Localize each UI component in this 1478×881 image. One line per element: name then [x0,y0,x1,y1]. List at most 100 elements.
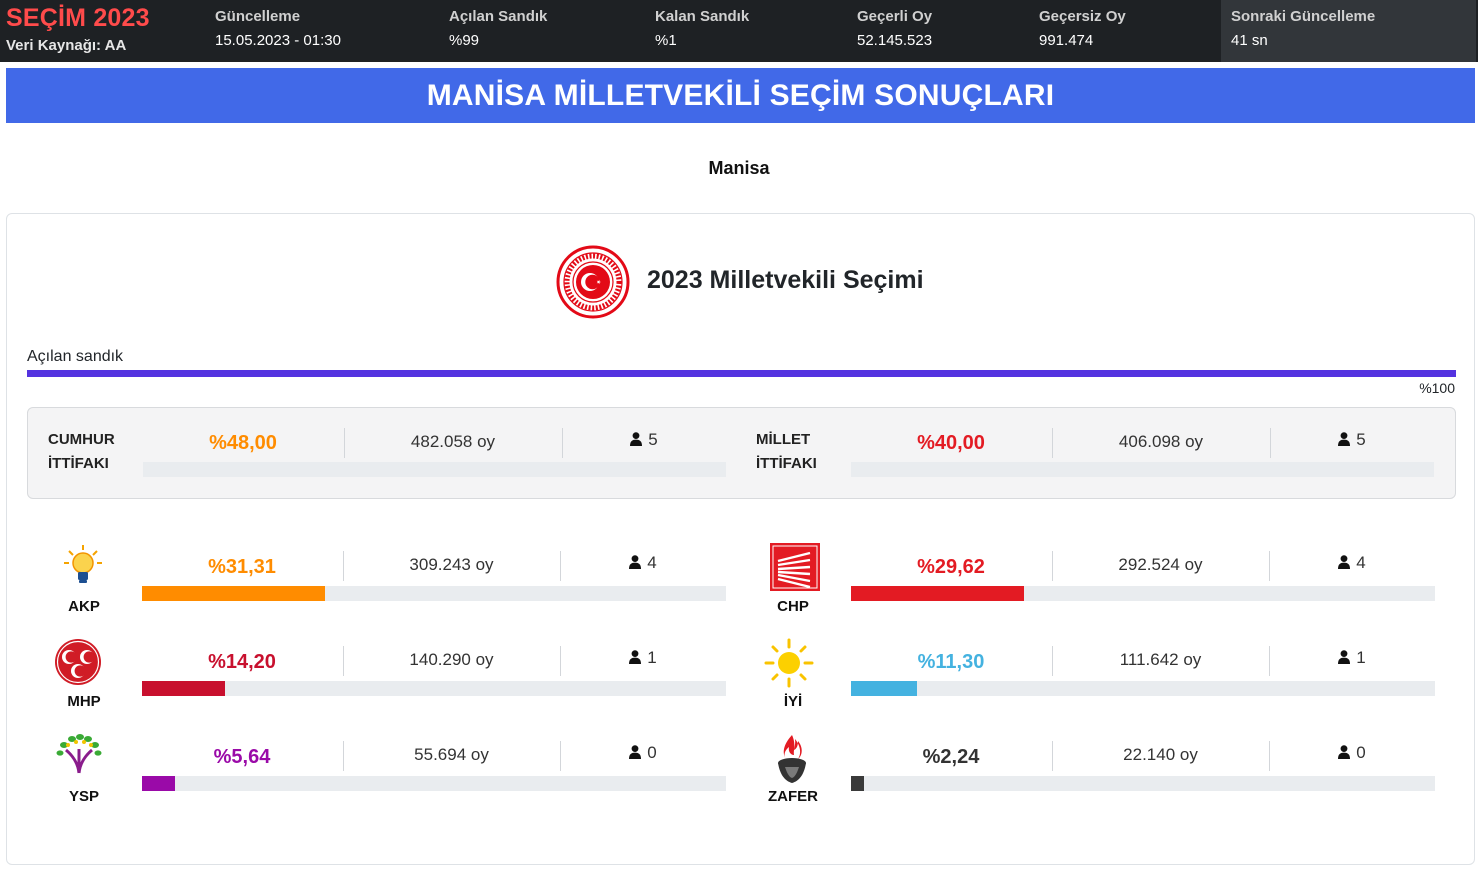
alliance-row-millet[interactable]: MİLLET İTTİFAKI %40,00 406.098 oy 5 [736,408,1456,478]
seat-count: 0 [1356,743,1366,762]
opened-boxes-progress-fill [27,370,1456,377]
mhp-three-crescents-icon [54,638,102,691]
alliance-votes: 482.058 oy [410,432,496,451]
results-card: 2023 Milletvekili Seçimi Açılan sandık %… [6,213,1475,865]
seat-count: 5 [1356,430,1366,449]
divider [343,646,344,676]
stat-opened-boxes: Açılan Sandık %99 [449,8,547,50]
party-share-fill [142,776,175,791]
party-name: ZAFER [768,788,818,805]
party-seats: 1 [1269,648,1435,669]
opened-boxes-percent: %100 [1419,380,1455,396]
person-icon [629,554,642,574]
stat-label: Geçerli Oy [857,8,933,25]
opened-boxes-progress [27,370,1456,377]
divider [560,741,561,771]
party-votes: 111.642 oy [1119,650,1202,669]
alliance-percent: %48,00 [209,432,277,454]
brand-title[interactable]: SEÇİM 2023 [6,4,150,32]
party-share-fill [851,776,865,791]
divider [560,646,561,676]
party-row-chp[interactable]: %29,62 292.524 oy 4 [851,536,1435,606]
stat-remaining-boxes: Kalan Sandık %1 [655,8,749,50]
divider [1269,741,1270,771]
stat-label: Geçersiz Oy [1039,8,1126,25]
brand: SEÇİM 2023 Veri Kaynağı: AA [6,4,150,54]
person-icon [629,744,642,764]
party-votes: 55.694 oy [414,745,489,764]
alliance-percent: %40,00 [917,432,985,454]
alliance-votes: 406.098 oy [1118,432,1204,451]
tbmm-seal-icon [556,245,630,319]
party-name: CHP [777,598,809,615]
party-seats: 0 [560,743,726,764]
alliance-name-line1: CUMHUR [48,431,115,448]
party-name: İYİ [783,693,803,710]
party-row-zafer[interactable]: %2,24 22.140 oy 0 [851,726,1435,796]
party-percent: %14,20 [208,651,276,673]
stat-value: 52.145.523 [857,32,933,49]
divider [344,428,345,458]
party-share-fill [851,586,1024,601]
alliance-name-line1: MİLLET [756,431,811,448]
party-percent: %31,31 [208,556,276,578]
alliance-name-line2: İTTİFAKI [756,455,817,472]
party-percent: %2,24 [922,746,980,768]
divider [343,551,344,581]
card-title: 2023 Milletvekili Seçimi [647,266,924,294]
stat-valid-votes: Geçerli Oy 52.145.523 [857,8,932,50]
party-percent: %5,64 [213,746,271,768]
party-votes: 22.140 oy [1123,745,1198,764]
alliance-name-line2: İTTİFAKI [48,455,109,472]
city-name: Manisa [708,158,770,178]
divider [560,551,561,581]
alliance-name: MİLLET İTTİFAKI [756,428,817,476]
person-icon [1338,431,1351,451]
seat-count: 4 [1356,553,1366,572]
party-votes: 292.524 oy [1118,555,1203,574]
divider [1052,741,1053,771]
alliance-row-cumhur[interactable]: CUMHUR İTTİFAKI %48,00 482.058 oy 5 [28,408,738,478]
alliance-seats: 5 [562,430,726,451]
party-seats: 1 [560,648,726,669]
seat-count: 0 [647,743,657,762]
chp-six-arrows-icon [770,543,820,596]
stat-label: Güncelleme [215,8,301,25]
seat-count: 5 [648,430,658,449]
stat-label: Açılan Sandık [449,8,548,25]
divider [562,428,563,458]
alliance-seats: 5 [1270,430,1434,451]
party-name: YSP [68,788,99,805]
party-row-ysp[interactable]: %5,64 55.694 oy 0 [142,726,726,796]
seat-count: 4 [647,553,657,572]
party-share-bar [851,776,1435,791]
stat-label: Sonraki Güncelleme [1231,8,1376,25]
party-share-bar [142,681,726,696]
stat-value: %99 [449,32,480,49]
party-share-bar [851,681,1435,696]
alliance-share-bar [143,462,726,477]
seat-count: 1 [647,648,657,667]
person-icon [630,431,643,451]
divider [1052,646,1053,676]
party-row-mhp[interactable]: %14,20 140.290 oy 1 [142,631,726,701]
party-share-bar [142,776,726,791]
countdown-value: 41 sn [1231,32,1268,49]
person-icon [1338,744,1351,764]
party-percent: %11,30 [917,651,985,673]
page-title-banner: MANİSA MİLLETVEKİLİ SEÇİM SONUÇLARI [6,68,1475,123]
party-row-akp[interactable]: %31,31 309.243 oy 4 [142,536,726,606]
party-percent: %29,62 [917,556,985,578]
data-source: Veri Kaynağı: AA [6,37,127,54]
stat-invalid-votes: Geçersiz Oy 991.474 [1039,8,1126,50]
party-share-bar [851,586,1435,601]
party-name: MHP [67,693,101,710]
party-share-bar [142,586,726,601]
party-row-iyi̇[interactable]: %11,30 111.642 oy 1 [851,631,1435,701]
stat-label: Kalan Sandık [655,8,750,25]
stat-value: 15.05.2023 - 01:30 [215,32,341,49]
ysp-tree-icon [54,733,104,780]
stat-value: %1 [655,32,677,49]
party-seats: 4 [560,553,726,574]
iyi-sun-icon [764,638,814,693]
